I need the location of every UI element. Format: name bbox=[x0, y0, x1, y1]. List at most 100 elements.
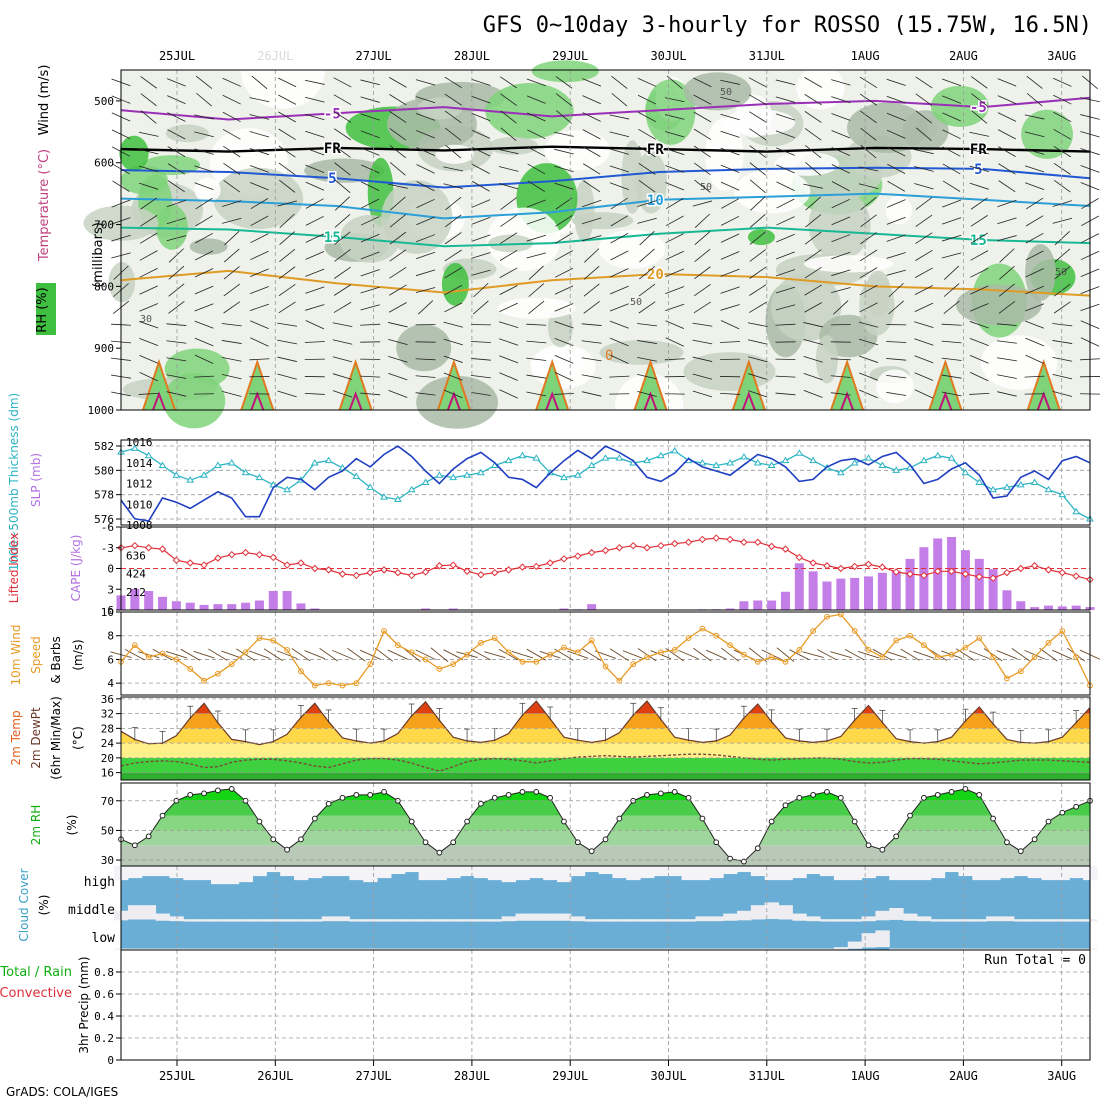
low-level-warm-spike bbox=[928, 358, 963, 411]
wind-barb bbox=[637, 77, 657, 87]
thickness-marker bbox=[850, 459, 859, 466]
wind-barb bbox=[804, 266, 822, 279]
wind-barb bbox=[692, 339, 713, 345]
speed-axis-label: Speed bbox=[29, 636, 43, 674]
rh-marker bbox=[837, 794, 844, 801]
y-tick-label: 6 bbox=[107, 604, 114, 617]
cloud-cell bbox=[833, 919, 849, 922]
cloud-cell bbox=[321, 948, 337, 950]
cloud-cell bbox=[1000, 916, 1015, 922]
li-marker bbox=[518, 563, 527, 571]
surface-wind-barb bbox=[693, 647, 712, 662]
wind-speed-marker bbox=[408, 649, 415, 656]
cloud-cell bbox=[446, 948, 461, 950]
wind-barb bbox=[168, 283, 185, 297]
li-marker bbox=[671, 539, 679, 548]
cloud-cell bbox=[903, 948, 918, 950]
cloud-cell bbox=[986, 948, 1001, 950]
wind-barb bbox=[277, 390, 297, 398]
wind-barb bbox=[250, 320, 269, 329]
wind-barb bbox=[526, 340, 547, 344]
wind-barb bbox=[804, 111, 822, 123]
cloud-cell bbox=[958, 919, 973, 922]
wind-barb bbox=[969, 303, 989, 312]
wind-barb bbox=[334, 162, 351, 176]
bottom-date-label: 3AUG bbox=[1047, 1069, 1076, 1083]
wind-barb bbox=[305, 96, 325, 103]
wind-barb bbox=[305, 304, 325, 311]
surface-wind-barb bbox=[885, 650, 907, 659]
wind-speed-marker bbox=[962, 644, 969, 651]
cloud-cell bbox=[681, 948, 696, 950]
cape-bar bbox=[960, 550, 970, 610]
wind-barb bbox=[473, 300, 489, 315]
wind-barb bbox=[1026, 92, 1043, 107]
cloud-cell bbox=[723, 866, 738, 875]
cloud-cell bbox=[930, 919, 946, 922]
cloud-cell bbox=[294, 866, 309, 881]
cloud-cell bbox=[723, 913, 738, 921]
wind-barb bbox=[334, 213, 351, 228]
wind-barb bbox=[416, 113, 436, 121]
wind-barb bbox=[138, 393, 159, 395]
wind-speed-marker bbox=[574, 649, 581, 656]
wind-barb bbox=[526, 374, 547, 379]
cloud-cell bbox=[432, 866, 447, 881]
wind-barb bbox=[416, 234, 436, 243]
wind-barb bbox=[166, 374, 187, 379]
temp-unit-label: (°C) bbox=[71, 726, 85, 750]
wind-barb bbox=[665, 286, 685, 295]
isotherm-label: FR bbox=[324, 141, 341, 157]
wind-barb bbox=[831, 96, 851, 104]
cloud-cell bbox=[903, 866, 918, 881]
precip-axis-label: 3hr Precip (mm) bbox=[77, 956, 91, 1053]
wind-barb bbox=[720, 304, 740, 311]
thickness-marker bbox=[130, 444, 139, 451]
rh-band bbox=[121, 845, 1090, 866]
wind-barb bbox=[999, 265, 1015, 280]
rh-marker bbox=[1073, 803, 1080, 810]
cape-bar bbox=[448, 608, 458, 610]
wind-barb bbox=[581, 357, 602, 362]
wind-barb bbox=[776, 147, 795, 156]
wind-barb bbox=[887, 180, 906, 192]
wind-barb bbox=[277, 373, 297, 380]
wind-barb bbox=[223, 180, 241, 193]
cloud-cell bbox=[1069, 866, 1084, 879]
wind-barb bbox=[805, 162, 822, 176]
wind-barb bbox=[471, 146, 491, 157]
rh-patch bbox=[165, 124, 209, 143]
temperature-axis-label: Temperature (°C) bbox=[37, 149, 52, 262]
wind-barb bbox=[720, 393, 741, 395]
rh-patch bbox=[156, 204, 188, 250]
wind-barb bbox=[139, 285, 158, 295]
wind-barb bbox=[1025, 232, 1044, 244]
cloud-cell bbox=[1013, 919, 1029, 922]
wind-barb bbox=[443, 389, 463, 399]
wind-barb bbox=[223, 283, 240, 297]
wind-barb bbox=[941, 357, 962, 361]
wind-barb bbox=[664, 358, 685, 361]
cape-bar bbox=[1016, 601, 1026, 610]
wind-barb bbox=[139, 355, 159, 364]
wind-barb bbox=[639, 266, 656, 280]
wind-speed-marker bbox=[782, 658, 789, 665]
cloud-cell bbox=[640, 919, 655, 922]
wind-barb bbox=[805, 145, 822, 159]
surface-isotherm-spike bbox=[545, 391, 560, 411]
wind-barb bbox=[1024, 165, 1045, 173]
li-marker bbox=[781, 545, 790, 553]
wind-barb bbox=[582, 146, 601, 157]
wind-barb bbox=[860, 127, 877, 141]
wind-barb bbox=[499, 355, 519, 364]
rh-band bbox=[121, 800, 1090, 816]
wind-barb bbox=[970, 232, 989, 244]
cloud-cell bbox=[681, 919, 696, 922]
wind-barb bbox=[1025, 337, 1044, 347]
cloud-cell bbox=[473, 919, 489, 922]
temp-band bbox=[121, 743, 1090, 758]
rh-patch bbox=[194, 177, 221, 203]
wind-barb bbox=[914, 355, 934, 364]
li-marker bbox=[504, 566, 513, 574]
cloud-cell bbox=[473, 866, 489, 879]
